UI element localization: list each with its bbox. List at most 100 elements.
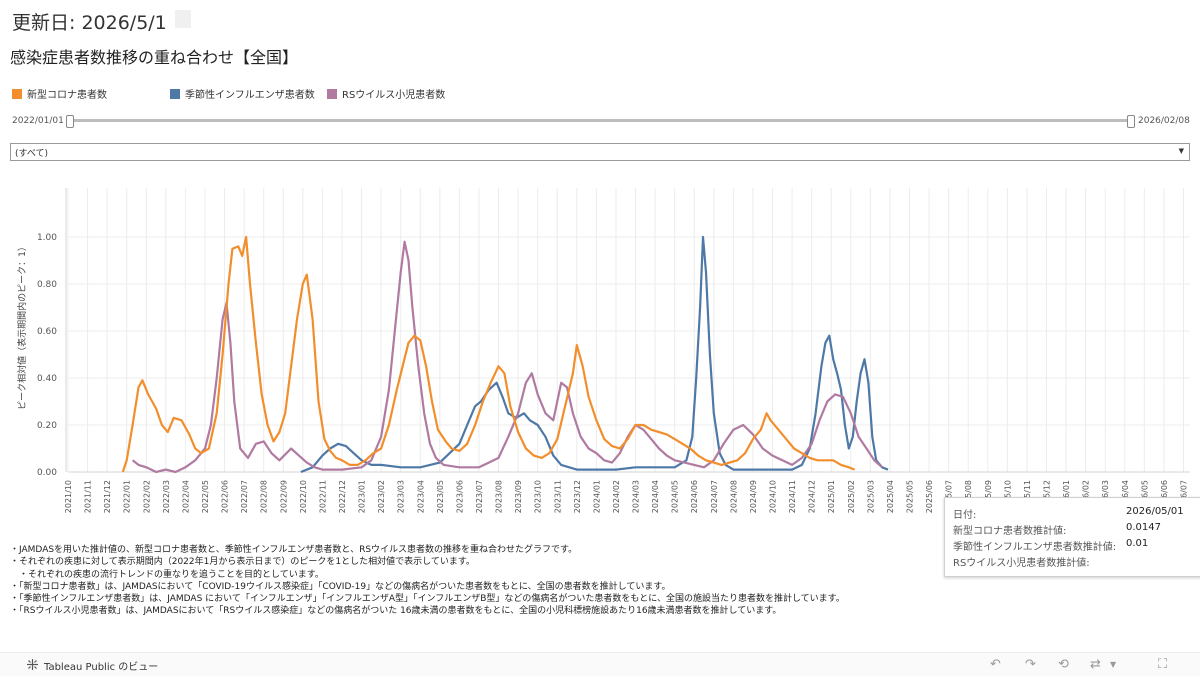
share-icon[interactable]: ⇄ [1090, 657, 1101, 672]
slider-end-label: 2026/02/08 [1138, 116, 1190, 126]
slider-start-handle[interactable] [66, 115, 74, 128]
filter-dropdown[interactable]: (すべて) ▼ [10, 143, 1190, 161]
x-tick-label: 2021/10 [64, 480, 73, 513]
footer-bar: Tableau Public のビュー ↶ ↷ ⟲ ⇄ ▼ ⛶ [0, 652, 1200, 676]
x-tick-label: 2022/10 [299, 480, 308, 513]
x-tick-label: 2024/10 [769, 480, 778, 513]
y-tick-label: 0.80 [37, 280, 57, 290]
series-line-covid[interactable] [121, 235, 856, 473]
x-tick-label: 2022/04 [181, 480, 190, 513]
x-tick-label: 2023/12 [573, 480, 582, 513]
x-tick-label: 2026/05 [1140, 480, 1149, 513]
tooltip-flu-value: 0.01 [1126, 538, 1149, 549]
x-tick-label: 2022/09 [279, 480, 288, 513]
x-tick-label: 2022/07 [240, 480, 249, 513]
x-tick-label: 2025/02 [847, 480, 856, 513]
placeholder-box [175, 10, 191, 28]
x-tick-label: 2023/04 [416, 480, 425, 513]
revert-icon[interactable]: ⟲ [1058, 657, 1069, 672]
x-tick-label: 2026/01 [1062, 480, 1071, 513]
x-tick-label: 2024/01 [592, 480, 601, 513]
x-tick-label: 2022/05 [201, 480, 210, 513]
series-line-rsv[interactable] [131, 240, 883, 474]
grid-lines [67, 188, 1190, 473]
tooltip-date-value: 2026/05/01 [1126, 506, 1184, 517]
x-tick-label: 2021/11 [84, 480, 93, 513]
x-tick-label: 2026/06 [1160, 480, 1169, 513]
x-tick-label: 2025/04 [886, 480, 895, 513]
note-line: ・「新型コロナ患者数」は、JAMDASにおいて「COVID-19ウイルス感染症」… [10, 581, 671, 592]
tooltip-rsv-label: RSウイルス小児患者数推計値: [953, 558, 1090, 569]
legend-label-rsv: RSウイルス小児患者数 [342, 90, 446, 101]
legend-swatch-flu [170, 88, 180, 99]
y-tick-label: 0.00 [37, 468, 57, 478]
tooltip-covid-value: 0.0147 [1126, 522, 1161, 533]
x-tick-label: 2026/03 [1101, 480, 1110, 513]
x-tick-label: 2023/01 [358, 480, 367, 513]
x-tick-label: 2022/06 [221, 480, 230, 513]
chevron-down-icon: ▼ [1178, 147, 1184, 155]
tooltip-flu-label: 季節性インフルエンザ患者数推計値: [953, 542, 1117, 553]
x-tick-label: 2024/02 [612, 480, 621, 513]
x-tick-label: 2025/12 [1043, 480, 1052, 513]
x-tick-label: 2022/08 [260, 480, 269, 513]
tooltip: 日付: 2026/05/01 新型コロナ患者数推計値: 0.0147 季節性イン… [944, 497, 1200, 577]
x-tick-label: 2023/02 [377, 480, 386, 513]
slider-end-handle[interactable] [1127, 115, 1135, 128]
note-line: ・「季節性インフルエンザ患者数」は、JAMDAS において「インフルエンザ」「イ… [10, 594, 845, 605]
slider-start-label: 2022/01/01 [12, 116, 64, 126]
x-tick-label: 2025/08 [964, 480, 973, 513]
x-tick-label: 2023/05 [436, 480, 445, 513]
note-line: ・それぞれの疾患に対して表示期間内（2022年1月から表示日まで）のピークを1と… [10, 557, 475, 568]
x-tick-label: 2025/05 [906, 480, 915, 513]
legend-item-covid[interactable]: 新型コロナ患者数 [12, 86, 107, 101]
x-tick-label: 2022/01 [123, 480, 132, 513]
trend-chart[interactable]: 0.000.200.400.600.801.00 2021/10 2021/11 2… [0, 180, 1200, 540]
x-tick-label: 2026/04 [1121, 480, 1130, 513]
tooltip-date-label: 日付: [953, 510, 977, 521]
tableau-logo-icon [27, 659, 38, 670]
legend-item-rsv[interactable]: RSウイルス小児患者数 [327, 86, 445, 101]
redo-icon[interactable]: ↷ [1025, 657, 1036, 672]
series-line-flu[interactable] [300, 235, 889, 474]
x-tick-label: 2025/07 [945, 480, 954, 513]
x-tick-label: 2023/06 [455, 480, 464, 513]
x-tick-label: 2024/04 [651, 480, 660, 513]
tooltip-covid-label: 新型コロナ患者数推計値: [953, 526, 1067, 537]
date-range-slider[interactable] [70, 119, 1132, 122]
x-tick-label: 2022/02 [142, 480, 151, 513]
x-tick-label: 2024/03 [632, 480, 641, 513]
x-tick-label: 2024/08 [729, 480, 738, 513]
legend-label-covid: 新型コロナ患者数 [27, 90, 107, 101]
x-tick-label: 2025/10 [1003, 480, 1012, 513]
share-chevron-icon[interactable]: ▼ [1110, 660, 1117, 669]
x-tick-label: 2023/07 [475, 480, 484, 513]
y-tick-label: 1.00 [37, 233, 57, 243]
x-tick-label: 2023/10 [534, 480, 543, 513]
note-line: ・それぞれの疾患の流行トレンドの重なりを追うことを目的としています。 [10, 569, 324, 580]
legend-swatch-covid [12, 88, 22, 99]
x-tick-label: 2023/09 [514, 480, 523, 513]
page-title: 感染症患者数推移の重ね合わせ【全国】 [10, 48, 299, 67]
x-tick-label: 2023/08 [495, 480, 504, 513]
x-tick-label: 2024/05 [671, 480, 680, 513]
x-tick-label: 2022/03 [162, 480, 171, 513]
y-tick-label: 0.40 [37, 374, 57, 384]
note-line: ・JAMDASを用いた推計値の、新型コロナ患者数と、季節性インフルエンザ患者数と… [10, 545, 578, 555]
x-tick-label: 2024/07 [710, 480, 719, 513]
legend-item-flu[interactable]: 季節性インフルエンザ患者数 [170, 86, 315, 101]
x-tick-label: 2023/11 [553, 480, 562, 513]
legend-label-flu: 季節性インフルエンザ患者数 [185, 90, 315, 101]
fullscreen-icon[interactable]: ⛶ [1158, 657, 1168, 672]
undo-icon[interactable]: ↶ [990, 657, 1001, 672]
x-tick-label: 2021/12 [103, 480, 112, 513]
tableau-public-link[interactable]: Tableau Public のビュー [44, 662, 159, 673]
note-line: ・「RSウイルス小児患者数」は、JAMDASにおいて「RSウイルス感染症」などの… [10, 606, 782, 617]
x-axis: 2021/10 2021/11 2021/12 2022/01 2022/02 2022/… [64, 471, 1190, 513]
y-tick-label: 0.60 [37, 327, 57, 337]
x-tick-label: 2024/09 [749, 480, 758, 513]
x-tick-label: 2022/12 [338, 480, 347, 513]
x-tick-label: 2025/01 [827, 480, 836, 513]
filter-dropdown-value: (すべて) [15, 149, 49, 159]
x-tick-label: 2026/07 [1179, 480, 1188, 513]
